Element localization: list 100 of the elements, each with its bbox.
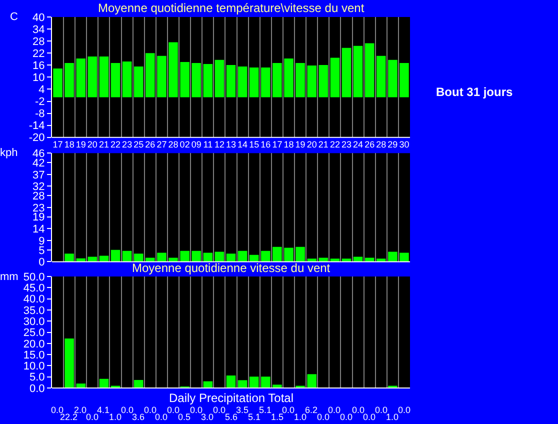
data-label: 0.5 <box>178 412 191 422</box>
data-label: 0.0 <box>213 405 226 415</box>
bar <box>226 376 236 388</box>
bar <box>388 252 398 262</box>
bar <box>307 374 316 388</box>
data-label: 0.0 <box>317 412 330 422</box>
x-tick-label: 12 <box>214 139 224 150</box>
bar <box>388 60 398 98</box>
bar <box>99 56 109 98</box>
x-tick-label: 21 <box>98 139 109 150</box>
data-label: 0.0 <box>86 412 99 422</box>
y-tick-label: -14 <box>28 120 45 132</box>
x-tick-label: 18 <box>64 139 74 150</box>
y-tick-label: 10 <box>32 72 45 84</box>
x-tick-label: 11 <box>203 139 213 150</box>
x-tick-label: 15 <box>249 139 260 150</box>
y-tick-label: 19 <box>32 212 45 224</box>
bar <box>400 252 409 262</box>
bar <box>342 48 352 98</box>
bar <box>203 252 213 262</box>
bar <box>261 68 270 98</box>
data-label: 0.0 <box>121 405 134 415</box>
data-label: 6.2 <box>305 405 318 415</box>
bar <box>330 58 340 98</box>
bar <box>226 254 236 262</box>
data-label: 0.0 <box>352 405 365 415</box>
data-label: 0.0 <box>282 405 295 415</box>
x-tick-label: 14 <box>238 139 248 150</box>
bar <box>110 62 120 98</box>
bar <box>376 56 386 98</box>
bar <box>296 246 305 262</box>
bar <box>238 66 248 98</box>
bar <box>272 384 282 388</box>
bar <box>99 378 109 388</box>
bar <box>238 380 248 388</box>
bar <box>307 66 316 98</box>
x-tick-label: 19 <box>295 139 306 150</box>
y-tick-label: 30.0 <box>23 316 45 328</box>
x-tick-label: 20 <box>87 139 98 150</box>
y-tick-label: -8 <box>35 108 45 120</box>
bar <box>157 56 166 98</box>
x-axis-title: Daily Precipitation Total <box>169 391 294 405</box>
bar <box>226 64 236 98</box>
data-label: 22.2 <box>60 412 78 422</box>
bar <box>88 56 98 98</box>
y-tick-label: 5.0 <box>30 372 45 384</box>
bar <box>272 62 282 98</box>
data-label: 3.0 <box>201 412 214 422</box>
bar <box>122 250 132 262</box>
x-tick-label: 24 <box>353 139 364 150</box>
bar <box>249 376 259 388</box>
bar <box>64 62 74 98</box>
data-label: 0.0 <box>375 405 388 415</box>
y-tick-label: 34 <box>32 24 45 36</box>
bar <box>146 258 155 262</box>
x-tick-label: 29 <box>388 139 398 150</box>
data-label: 2.0 <box>74 405 87 415</box>
bar <box>168 258 178 262</box>
data-label: 0.0 <box>144 405 157 415</box>
bar <box>64 254 74 262</box>
data-label: 1.0 <box>386 412 399 422</box>
bar <box>214 60 224 98</box>
y-axis-title: mm <box>0 271 18 283</box>
y-tick-label: 25.0 <box>23 327 45 340</box>
data-label: 0.0 <box>155 412 168 422</box>
bar <box>168 42 178 98</box>
data-label: 0.0 <box>167 405 180 415</box>
bar <box>134 66 144 98</box>
y-tick-label: 0.0 <box>30 382 45 395</box>
y-tick-label: 37 <box>32 169 45 182</box>
y-tick-label: 50.0 <box>23 271 45 284</box>
bar <box>192 250 201 262</box>
data-label: 4.1 <box>97 405 110 415</box>
x-tick-label: 17 <box>52 139 63 150</box>
y-tick-label: 10.0 <box>23 360 45 373</box>
bar <box>180 250 190 262</box>
bar <box>261 250 270 262</box>
data-label: 5.1 <box>248 412 261 422</box>
bar <box>122 62 132 98</box>
bar <box>110 250 120 262</box>
y-tick-label: 15.0 <box>23 349 45 362</box>
y-tick-label: 28 <box>32 190 45 202</box>
x-tick-label: 28 <box>376 139 386 150</box>
bar <box>284 58 294 98</box>
data-label: 0.0 <box>328 405 341 415</box>
data-label: 0.0 <box>398 405 411 415</box>
data-label: 1.5 <box>271 412 284 422</box>
data-label: 0.0 <box>363 412 376 422</box>
y-tick-label: 40.0 <box>23 294 45 306</box>
x-tick-label: 17 <box>272 139 282 150</box>
bar <box>134 254 144 262</box>
y-tick-label: 5 <box>38 244 45 257</box>
y-tick-label: 4 <box>38 84 45 96</box>
bar <box>203 64 213 98</box>
y-tick-label: 14 <box>32 224 45 236</box>
data-label: 5.1 <box>259 405 272 415</box>
data-label: 1.0 <box>109 412 122 422</box>
data-label: 3.6 <box>132 412 145 422</box>
bar <box>296 62 305 98</box>
x-tick-label: 02 <box>180 139 190 150</box>
